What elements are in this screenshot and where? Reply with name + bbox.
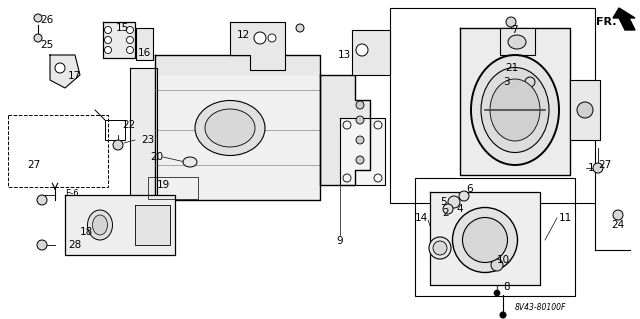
Ellipse shape	[481, 68, 549, 152]
Text: 16: 16	[138, 48, 151, 58]
Ellipse shape	[463, 218, 508, 263]
Circle shape	[104, 26, 111, 33]
Circle shape	[593, 163, 603, 173]
Text: FR.: FR.	[596, 17, 616, 27]
Ellipse shape	[433, 241, 447, 255]
Circle shape	[356, 156, 364, 164]
Circle shape	[613, 210, 623, 220]
Text: 25: 25	[40, 40, 53, 50]
Ellipse shape	[490, 79, 540, 141]
Circle shape	[296, 24, 304, 32]
Text: 26: 26	[40, 15, 53, 25]
Ellipse shape	[205, 109, 255, 147]
Polygon shape	[103, 22, 135, 58]
Text: 13: 13	[338, 50, 351, 60]
Polygon shape	[155, 55, 320, 200]
Polygon shape	[65, 195, 175, 255]
Text: 7: 7	[511, 25, 518, 35]
Text: 2: 2	[442, 208, 449, 218]
Polygon shape	[135, 205, 170, 245]
Ellipse shape	[183, 157, 197, 167]
Text: 23: 23	[141, 135, 154, 145]
Ellipse shape	[452, 207, 518, 272]
Text: 27: 27	[27, 160, 40, 170]
Text: 18: 18	[79, 227, 93, 237]
Text: 8V43-80100F: 8V43-80100F	[515, 303, 566, 313]
Text: 22: 22	[122, 120, 135, 130]
Circle shape	[268, 34, 276, 42]
Circle shape	[494, 290, 500, 296]
Circle shape	[577, 102, 593, 118]
Text: 3: 3	[504, 77, 510, 87]
Polygon shape	[613, 8, 635, 30]
Circle shape	[34, 34, 42, 42]
Circle shape	[55, 63, 65, 73]
Ellipse shape	[429, 237, 451, 259]
Bar	[8, 115, 108, 187]
Circle shape	[506, 17, 516, 27]
Circle shape	[104, 47, 111, 54]
Circle shape	[448, 196, 460, 208]
Text: 14: 14	[414, 213, 428, 223]
Circle shape	[34, 14, 42, 22]
Polygon shape	[50, 55, 80, 88]
Circle shape	[491, 259, 503, 271]
Text: 12: 12	[237, 30, 250, 40]
Text: 24: 24	[611, 220, 625, 230]
Polygon shape	[340, 118, 385, 185]
Ellipse shape	[471, 55, 559, 165]
Ellipse shape	[93, 215, 108, 235]
Circle shape	[525, 77, 535, 87]
Text: 5: 5	[440, 197, 447, 207]
Bar	[415, 178, 575, 296]
Ellipse shape	[195, 100, 265, 155]
Text: 4: 4	[456, 204, 463, 214]
Text: 10: 10	[497, 255, 510, 265]
Circle shape	[459, 191, 469, 201]
Polygon shape	[320, 75, 370, 185]
Polygon shape	[230, 22, 285, 70]
Text: 6: 6	[467, 184, 473, 194]
Circle shape	[127, 47, 134, 54]
Bar	[148, 177, 198, 199]
Text: 19: 19	[156, 180, 170, 190]
Ellipse shape	[508, 35, 526, 49]
Ellipse shape	[88, 210, 113, 240]
Polygon shape	[430, 192, 540, 285]
Text: 27: 27	[598, 160, 611, 170]
Polygon shape	[155, 55, 320, 75]
Circle shape	[104, 36, 111, 43]
Circle shape	[443, 204, 453, 214]
Text: 11: 11	[559, 213, 572, 223]
Circle shape	[113, 140, 123, 150]
Polygon shape	[136, 28, 153, 60]
Polygon shape	[570, 80, 600, 140]
Circle shape	[356, 136, 364, 144]
Text: 9: 9	[337, 236, 343, 246]
Circle shape	[356, 101, 364, 109]
Text: 1: 1	[588, 163, 594, 173]
Polygon shape	[460, 28, 570, 175]
Circle shape	[500, 312, 506, 318]
Circle shape	[37, 195, 47, 205]
Text: 15: 15	[115, 23, 129, 33]
Text: 8: 8	[503, 282, 509, 292]
Text: 28: 28	[68, 240, 81, 250]
Circle shape	[254, 32, 266, 44]
Text: 17: 17	[68, 71, 81, 81]
Polygon shape	[130, 68, 157, 195]
Circle shape	[127, 36, 134, 43]
Polygon shape	[352, 30, 390, 75]
Circle shape	[356, 116, 364, 124]
Circle shape	[37, 240, 47, 250]
Text: 20: 20	[150, 152, 163, 162]
Text: E-6: E-6	[65, 189, 79, 197]
Circle shape	[127, 26, 134, 33]
Polygon shape	[500, 28, 535, 55]
Circle shape	[356, 44, 368, 56]
Text: 21: 21	[506, 63, 519, 73]
Bar	[390, 8, 595, 203]
